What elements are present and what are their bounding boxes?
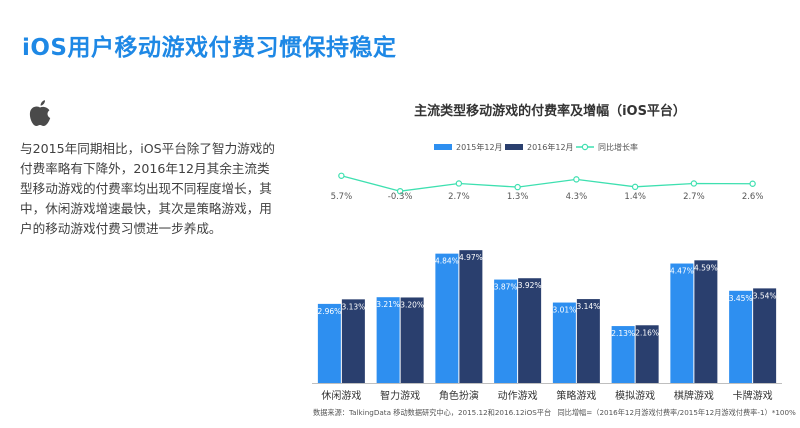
bar-label-1-1: 2.96%	[317, 307, 341, 316]
growth-label-7: 2.7%	[683, 192, 705, 202]
growth-point-4	[514, 183, 521, 191]
bar-1-5	[552, 302, 576, 383]
growth-point-5	[573, 176, 580, 183]
bar-label-2-8: 3.54%	[753, 291, 777, 300]
bar-1-3	[435, 253, 459, 383]
growth-point-8	[749, 180, 756, 187]
legend-marker-3	[581, 143, 589, 151]
bar-label-2-3: 4.97%	[459, 253, 483, 262]
bar-1-8	[729, 290, 753, 383]
bar-2-6	[635, 325, 659, 383]
bar-label-1-3: 4.84%	[435, 257, 459, 266]
x-tick-label-8: 卡牌游戏	[733, 389, 773, 402]
x-tick-label-6: 模拟游戏	[615, 389, 655, 402]
x-tick-label-1: 休闲游戏	[321, 389, 361, 402]
bar-label-1-7: 4.47%	[670, 267, 694, 276]
bar-2-7	[694, 260, 718, 383]
bar-1-4	[494, 279, 518, 383]
growth-point-3	[455, 180, 463, 187]
legend-swatch-2	[505, 144, 523, 150]
growth-label-4: 1.3%	[507, 192, 529, 202]
bar-label-1-2: 3.21%	[376, 300, 400, 309]
legend-label-2: 2016年12月	[527, 142, 574, 152]
bar-1-2	[376, 297, 400, 383]
bar-label-1-4: 3.87%	[494, 283, 518, 292]
bar-1-1	[317, 303, 341, 383]
formula-note: 同比增幅=（2016年12月游戏付费率/2015年12月游戏付费率-1）*100…	[557, 408, 796, 417]
chart-title: 主流类型移动游戏的付费率及增幅（iOS平台）	[414, 104, 686, 119]
page-title: iOS用户移动游戏付费习惯保持稳定	[22, 35, 397, 61]
legend-label-3: 同比增长率	[598, 142, 638, 152]
source-note: 数据来源：TalkingData 移动数据研究中心，2015.12和2016.1…	[313, 408, 552, 417]
bar-label-2-4: 3.92%	[518, 281, 542, 290]
bar-2-5	[576, 299, 600, 383]
x-tick-label-5: 策略游戏	[556, 389, 596, 402]
bar-2-8	[753, 288, 777, 383]
description-text: 与2015年同期相比，iOS平台除了智力游戏的付费率略有下降外，2016年12月…	[20, 141, 275, 236]
bar-label-1-5: 3.01%	[552, 306, 576, 315]
growth-label-5: 4.3%	[566, 192, 588, 202]
bar-label-2-2: 3.20%	[400, 300, 424, 309]
bar-2-2	[400, 297, 424, 383]
bar-1-6	[611, 326, 635, 383]
bar-1-7	[670, 263, 694, 383]
bar-label-2-6: 2.16%	[635, 328, 659, 337]
growth-point-6	[631, 183, 639, 191]
x-tick-label-4: 动作游戏	[498, 389, 538, 402]
footnote: 数据来源：TalkingData 移动数据研究中心，2015.12和2016.1…	[313, 408, 797, 418]
apple-logo-icon	[29, 100, 51, 126]
bar-label-1-6: 2.13%	[611, 329, 635, 338]
bar-2-3	[459, 250, 483, 383]
growth-point-1	[338, 172, 345, 179]
bar-label-2-7: 4.59%	[694, 263, 718, 272]
growth-label-3: 2.7%	[448, 192, 470, 202]
growth-label-6: 1.4%	[624, 192, 646, 202]
legend-swatch-1	[434, 144, 452, 150]
bar-2-4	[518, 278, 542, 383]
growth-point-7	[690, 180, 698, 187]
bar-label-2-1: 3.13%	[341, 302, 365, 311]
growth-point-2	[396, 187, 404, 195]
growth-line	[341, 175, 753, 192]
x-tick-label-3: 角色扮演	[439, 389, 479, 402]
growth-label-8: 2.6%	[742, 192, 764, 202]
x-tick-label-2: 智力游戏	[380, 389, 420, 402]
legend-label-1: 2015年12月	[456, 142, 503, 152]
growth-label-2: -0.3%	[388, 192, 413, 202]
x-tick-label-7: 棋牌游戏	[674, 389, 714, 402]
bar-label-2-5: 3.14%	[576, 302, 600, 311]
growth-label-1: 5.7%	[331, 192, 353, 202]
bar-2-1	[341, 299, 365, 383]
bar-label-1-8: 3.45%	[729, 294, 753, 303]
